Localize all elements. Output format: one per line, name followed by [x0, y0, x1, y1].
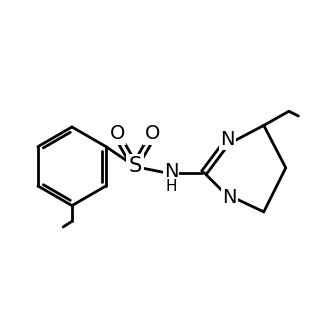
Text: H: H — [165, 179, 177, 194]
Text: S: S — [128, 156, 141, 176]
Text: O: O — [110, 124, 125, 143]
Text: N: N — [220, 130, 235, 149]
Text: O: O — [144, 124, 160, 143]
Text: N: N — [164, 162, 178, 180]
Text: N: N — [222, 188, 236, 207]
